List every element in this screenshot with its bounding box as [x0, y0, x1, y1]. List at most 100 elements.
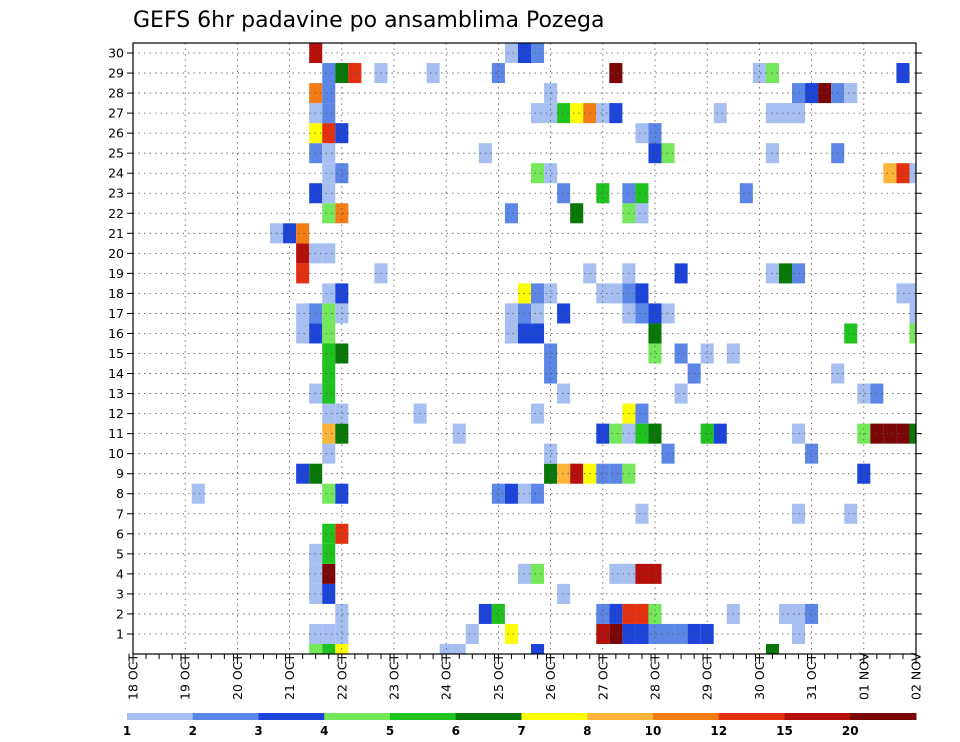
- heatmap-cell: [713, 103, 727, 124]
- x-tick-label: 24 OCT: [439, 654, 454, 700]
- y-tick-label: 23: [108, 186, 124, 201]
- heatmap-cell: [557, 463, 571, 484]
- heatmap-cell: [635, 423, 649, 444]
- heatmap-cell: [322, 383, 336, 404]
- heatmap-cells: [191, 43, 916, 654]
- x-tick-label: 18 OCT: [126, 654, 141, 700]
- y-tick-label: 12: [108, 406, 124, 421]
- colorbar-swatch: [324, 713, 391, 720]
- heatmap-cell: [322, 83, 336, 104]
- colorbar-swatch: [455, 713, 522, 720]
- heatmap-cell: [609, 103, 623, 124]
- heatmap-cell: [635, 283, 649, 304]
- heatmap-cell: [896, 163, 910, 184]
- heatmap-cell: [452, 643, 466, 654]
- heatmap-cell: [531, 563, 545, 584]
- heatmap-cell: [609, 603, 623, 624]
- heatmap-cell: [504, 303, 518, 324]
- heatmap-cell: [700, 623, 714, 644]
- x-tick-label: 27 OCT: [595, 654, 610, 700]
- heatmap-cell: [778, 603, 793, 624]
- colorbar-swatch: [718, 713, 785, 720]
- heatmap-cell: [557, 383, 571, 404]
- heatmap-cell: [296, 303, 310, 324]
- heatmap-cell: [491, 603, 505, 624]
- heatmap-cell: [322, 443, 336, 464]
- heatmap-cell: [778, 103, 793, 124]
- x-tick-label: 20 OCT: [230, 654, 245, 700]
- heatmap-cell: [531, 163, 545, 184]
- heatmap-cell: [296, 243, 310, 264]
- heatmap-cell: [857, 463, 871, 484]
- heatmap-cell: [557, 183, 571, 204]
- heatmap-cell: [322, 323, 336, 344]
- y-tick-label: 29: [108, 66, 124, 81]
- heatmap-cell: [609, 463, 623, 484]
- heatmap-cell: [335, 63, 349, 84]
- heatmap-cell: [335, 483, 349, 504]
- heatmap-cell: [596, 283, 610, 304]
- colorbar-label: 12: [710, 724, 727, 738]
- y-tick-label: 14: [108, 366, 124, 381]
- heatmap-cell: [335, 403, 349, 424]
- y-tick-label: 10: [108, 446, 124, 461]
- heatmap-cell: [335, 123, 349, 144]
- heatmap-cell: [531, 283, 545, 304]
- heatmap-cell: [531, 403, 545, 424]
- heatmap-cell: [531, 323, 545, 344]
- x-tick-label: 01 NOV: [856, 652, 871, 700]
- colorbar-label: 8: [583, 724, 591, 738]
- heatmap-cell: [805, 443, 819, 464]
- y-tick-label: 15: [108, 346, 124, 361]
- colorbar-swatch: [258, 713, 325, 720]
- heatmap-cell: [296, 263, 310, 284]
- heatmap-cell: [674, 263, 688, 284]
- colorbar-label: 1: [123, 724, 131, 738]
- heatmap-cell: [335, 203, 349, 224]
- colorbar-label: 2: [189, 724, 197, 738]
- colorbar-label: 6: [452, 724, 460, 738]
- heatmap-cell: [596, 463, 610, 484]
- x-tick-label: 23 OCT: [387, 654, 402, 700]
- heatmap-cell: [465, 623, 479, 644]
- y-tick-label: 27: [108, 106, 124, 121]
- y-tick-label: 6: [116, 526, 124, 541]
- heatmap-cell: [322, 483, 336, 504]
- heatmap-cell: [322, 123, 336, 144]
- heatmap-cell: [296, 323, 310, 344]
- heatmap-cell: [504, 323, 518, 344]
- heatmap-cell: [322, 363, 336, 384]
- colorbar-swatch: [653, 713, 720, 720]
- heatmap-cell: [635, 303, 649, 324]
- heatmap-cell: [609, 623, 623, 644]
- heatmap-cell: [544, 463, 558, 484]
- heatmap-cell: [335, 343, 349, 364]
- chart-title: GEFS 6hr padavine po ansamblima Pozega: [133, 8, 604, 33]
- heatmap-cell: [661, 143, 675, 164]
- heatmap-cell: [322, 143, 336, 164]
- heatmap-cell: [700, 343, 714, 364]
- heatmap-cell: [635, 623, 649, 644]
- heatmap-cell: [648, 343, 662, 364]
- heatmap-cell: [635, 603, 649, 624]
- y-tick-label: 28: [108, 86, 124, 101]
- heatmap-cell: [544, 163, 558, 184]
- heatmap-cell: [348, 63, 362, 84]
- colorbar-label: 20: [842, 724, 859, 738]
- y-tick-label: 19: [108, 266, 124, 281]
- x-tick-label: 21 OCT: [282, 654, 297, 700]
- heatmap-cell: [322, 583, 336, 604]
- heatmap-cell: [844, 323, 858, 344]
- y-tick-label: 13: [108, 386, 124, 401]
- heatmap-cell: [322, 103, 336, 124]
- heatmap-cell: [322, 643, 336, 654]
- heatmap-cell: [674, 383, 688, 404]
- y-tick-label: 11: [108, 426, 124, 441]
- heatmap-cell: [335, 623, 349, 644]
- colorbar-label: 10: [645, 724, 662, 738]
- heatmap-cell: [531, 483, 545, 504]
- heatmap-cell: [844, 83, 858, 104]
- colorbar-label: 3: [254, 724, 262, 738]
- heatmap-cell: [296, 223, 310, 244]
- heatmap-cell: [504, 483, 518, 504]
